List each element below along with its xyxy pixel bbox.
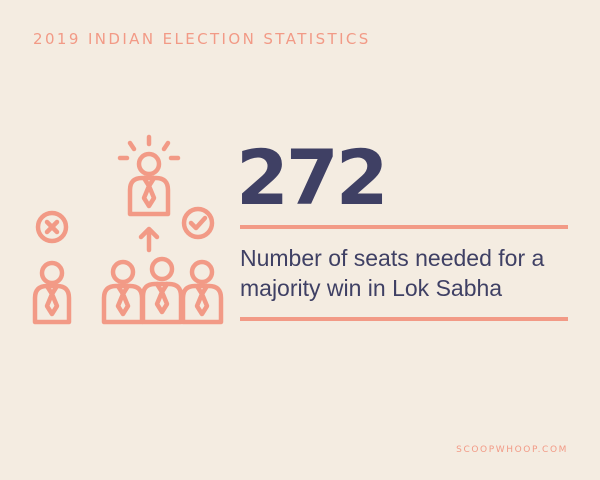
- seats-needed-value: 272: [236, 133, 389, 222]
- divider-top: [240, 225, 568, 229]
- up-arrow-icon: [138, 226, 160, 253]
- reject-mark-icon: [35, 210, 69, 244]
- rejected-person-icon: [32, 260, 72, 325]
- seats-needed-description: Number of seats needed for a majority wi…: [240, 245, 545, 301]
- source-credit: SCOOPWHOOP.COM: [456, 445, 568, 455]
- divider-bottom: [240, 317, 568, 321]
- voter-group-icon: [101, 256, 224, 325]
- approve-mark-icon: [181, 206, 215, 240]
- election-illustration: [32, 134, 224, 325]
- elected-person-icon: [117, 134, 181, 217]
- page-title: 2019 INDIAN ELECTION STATISTICS: [33, 30, 371, 48]
